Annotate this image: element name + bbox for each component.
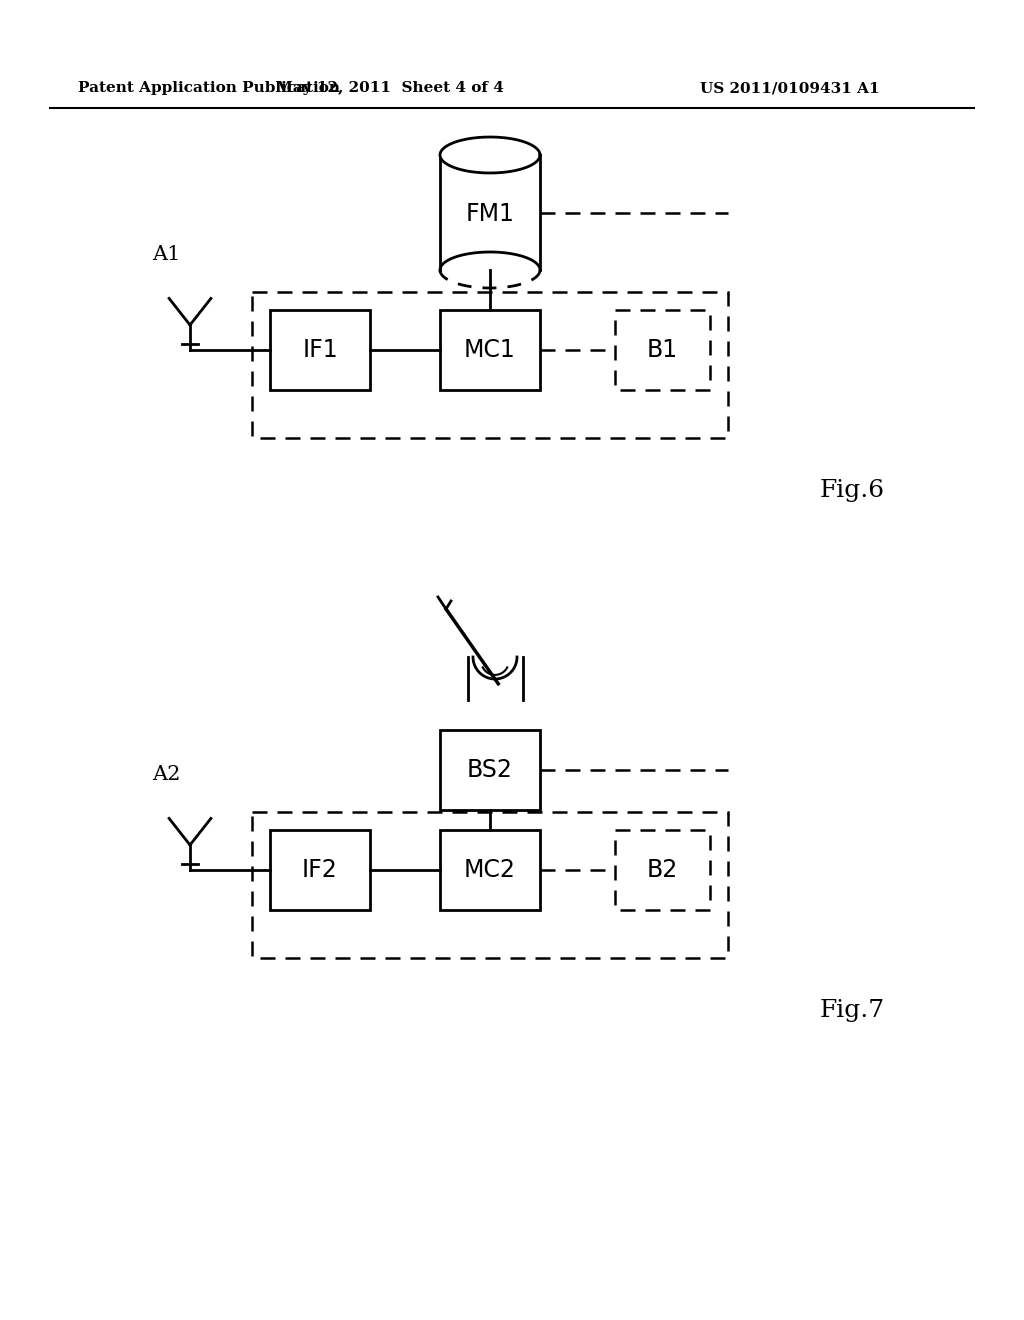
Bar: [615, 310, 710, 389]
Bar: [270, 310, 370, 389]
Ellipse shape: [440, 137, 540, 173]
Bar: [440, 154, 540, 271]
Bar: [440, 730, 540, 810]
Text: B1: B1: [647, 338, 678, 362]
Bar: [440, 830, 540, 909]
Bar: [440, 310, 540, 389]
Text: MC2: MC2: [464, 858, 516, 882]
Text: IF2: IF2: [302, 858, 338, 882]
Text: May 12, 2011  Sheet 4 of 4: May 12, 2011 Sheet 4 of 4: [276, 81, 504, 95]
Text: MC1: MC1: [464, 338, 516, 362]
Text: A2: A2: [152, 766, 180, 784]
Text: B2: B2: [647, 858, 678, 882]
Bar: [615, 830, 710, 909]
Text: FM1: FM1: [466, 202, 514, 226]
Text: Fig.7: Fig.7: [820, 998, 885, 1022]
Text: Patent Application Publication: Patent Application Publication: [78, 81, 340, 95]
Bar: [252, 812, 728, 958]
Text: Fig.6: Fig.6: [820, 479, 885, 502]
Bar: [252, 292, 728, 438]
Text: A1: A1: [152, 246, 180, 264]
Text: US 2011/0109431 A1: US 2011/0109431 A1: [700, 81, 880, 95]
Text: IF1: IF1: [302, 338, 338, 362]
Text: BS2: BS2: [467, 758, 513, 781]
Bar: [270, 830, 370, 909]
